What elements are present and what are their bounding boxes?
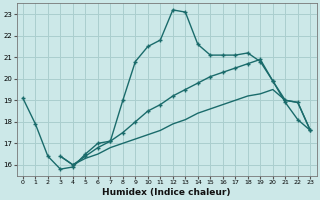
X-axis label: Humidex (Indice chaleur): Humidex (Indice chaleur)	[102, 188, 231, 197]
